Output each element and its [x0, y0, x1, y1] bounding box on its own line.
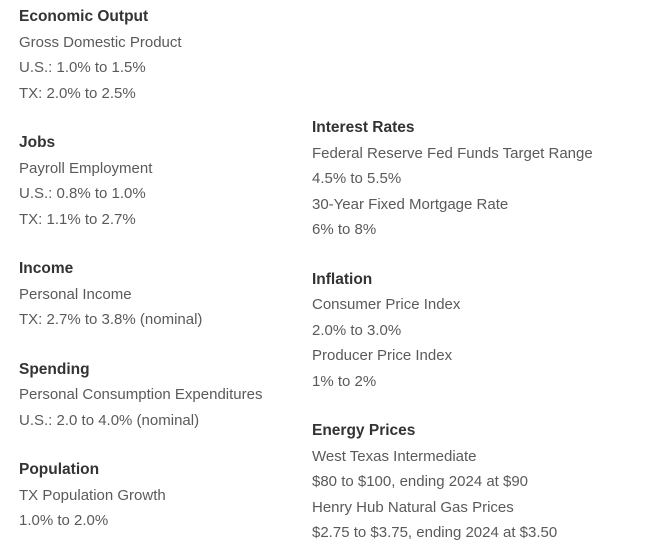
section-line: 2.0% to 3.0%: [312, 321, 402, 339]
section-line: West Texas Intermediate: [312, 447, 477, 465]
section-line: U.S.: 2.0 to 4.0% (nominal): [19, 411, 200, 429]
section-line: 6% to 8%: [312, 221, 377, 238]
section-line: Personal Income: [19, 285, 132, 303]
section-line: 30-Year Fixed Mortgage Rate: [312, 195, 509, 213]
section-line: Consumer Price Index: [312, 296, 461, 313]
right-column: Interest Rates Federal Reserve Fed Funds…: [312, 115, 642, 546]
section-heading: Spending: [19, 360, 90, 378]
section-line: U.S.: 0.8% to 1.0%: [19, 185, 146, 202]
section-heading: Interest Rates: [312, 119, 415, 136]
section-line: TX: 2.0% to 2.5%: [19, 84, 136, 102]
section-line: Producer Price Index: [312, 347, 453, 364]
section-line: TX: 1.1% to 2.7%: [19, 210, 136, 228]
section-line: U.S.: 1.0% to 1.5%: [19, 59, 146, 76]
section-line: Henry Hub Natural Gas Prices: [312, 498, 514, 516]
section-heading: Income: [19, 260, 74, 277]
section-line: Payroll Employment: [19, 159, 153, 177]
section-heading: Economic Output: [19, 8, 149, 25]
section-line: 1.0% to 2.0%: [19, 512, 109, 529]
section-line: 1% to 2%: [312, 372, 377, 390]
section-line: Gross Domestic Product: [19, 33, 182, 51]
section-heading: Population: [19, 461, 100, 478]
section-line: $2.75 to $3.75, ending 2024 at $3.50: [312, 524, 558, 541]
section-energy-prices: Energy Prices West Texas Intermediate $8…: [312, 418, 642, 546]
section-line: Federal Reserve Fed Funds Target Range: [312, 144, 593, 162]
section-jobs: Jobs Payroll Employment U.S.: 0.8% to 1.…: [19, 130, 309, 232]
section-population: Population TX Population Growth 1.0% to …: [19, 457, 309, 534]
section-income: Income Personal Income TX: 2.7% to 3.8% …: [19, 256, 309, 333]
section-heading: Energy Prices: [312, 422, 416, 439]
section-heading: Jobs: [19, 134, 56, 151]
section-inflation: Inflation Consumer Price Index 2.0% to 3…: [312, 267, 642, 395]
section-economic-output: Economic Output Gross Domestic Product U…: [19, 4, 309, 106]
section-line: Personal Consumption Expenditures: [19, 386, 263, 403]
section-line: TX Population Growth: [19, 486, 166, 504]
section-line: TX: 2.7% to 3.8% (nominal): [19, 311, 203, 328]
left-column: Economic Output Gross Domestic Product U…: [19, 4, 309, 534]
section-spending: Spending Personal Consumption Expenditur…: [19, 357, 309, 434]
section-interest-rates: Interest Rates Federal Reserve Fed Funds…: [312, 115, 642, 243]
section-heading: Inflation: [312, 270, 373, 288]
section-line: $80 to $100, ending 2024 at $90: [312, 473, 529, 490]
section-line: 4.5% to 5.5%: [312, 170, 402, 187]
